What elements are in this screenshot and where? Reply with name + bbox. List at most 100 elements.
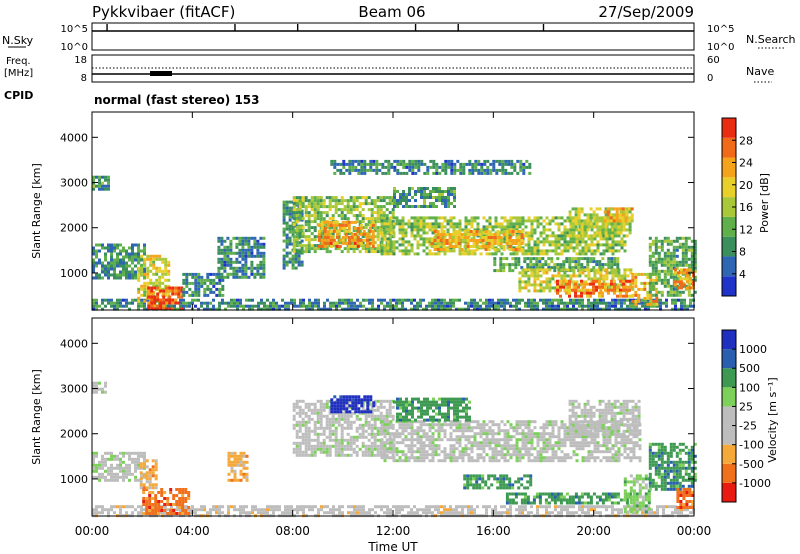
power-cell <box>248 307 251 311</box>
velocity-cell <box>95 463 98 467</box>
power-cell <box>491 301 494 305</box>
velocity-cell <box>128 463 131 467</box>
power-cell <box>134 252 137 256</box>
power-cell <box>432 190 435 193</box>
power-cell <box>485 234 489 238</box>
velocity-cell <box>239 463 243 467</box>
power-cell <box>396 162 400 166</box>
velocity-cell <box>154 483 158 487</box>
power-cell <box>574 216 578 220</box>
power-cell <box>607 282 610 286</box>
power-cell <box>235 242 239 246</box>
power-cell <box>383 234 387 238</box>
power-cell <box>689 301 692 305</box>
power-cell <box>610 222 614 226</box>
power-cell <box>607 266 611 270</box>
power-cell <box>304 235 308 239</box>
velocity-cell <box>134 475 137 479</box>
power-cell <box>426 165 430 169</box>
velocity-heatmap <box>92 381 697 518</box>
velocity-cell <box>245 478 249 482</box>
power-cell <box>347 229 351 233</box>
power-cell <box>223 269 227 273</box>
power-cell <box>399 193 402 196</box>
velocity-cell <box>166 497 170 500</box>
power-cell <box>614 240 618 244</box>
power-cell <box>131 276 134 280</box>
power-cell <box>466 242 470 245</box>
power-cell <box>557 243 561 247</box>
power-cell <box>530 298 533 302</box>
power-cell <box>455 307 458 311</box>
power-cell <box>408 187 411 190</box>
power-cell <box>590 237 594 241</box>
velocity-cell <box>521 508 524 512</box>
power-cell <box>363 168 367 172</box>
power-cell <box>592 285 595 289</box>
power-colorbar-tick-label: 12 <box>739 223 753 236</box>
power-cell <box>162 295 166 299</box>
power-cell <box>110 258 113 262</box>
power-cell <box>329 307 332 311</box>
power-cell <box>548 307 551 311</box>
power-cell <box>453 190 456 193</box>
power-cell <box>569 216 573 220</box>
velocity-cell <box>389 508 392 512</box>
power-cell <box>671 307 674 311</box>
power-cell <box>630 216 634 220</box>
power-cell <box>385 220 389 224</box>
power-cell <box>550 266 554 270</box>
velocity-cell <box>284 508 287 512</box>
power-cell <box>563 271 567 275</box>
power-cell <box>494 219 498 223</box>
power-cell <box>595 216 599 220</box>
power-cell <box>593 252 597 256</box>
power-cell <box>606 207 610 211</box>
power-cell <box>401 298 404 302</box>
power-cell <box>371 298 374 302</box>
power-cell <box>292 214 296 218</box>
power-cell <box>411 162 415 166</box>
power-cell <box>514 239 518 242</box>
power-cell <box>116 301 119 305</box>
power-cell <box>188 272 192 276</box>
power-cell <box>548 298 551 302</box>
power-cell <box>401 216 405 220</box>
power-cell <box>371 229 375 233</box>
power-cell <box>156 292 160 296</box>
power-cell <box>620 301 623 305</box>
power-cell <box>177 289 181 293</box>
power-cell <box>177 295 181 299</box>
power-cell <box>310 205 314 209</box>
power-cell <box>654 257 658 261</box>
power-cell <box>586 263 590 267</box>
velocity-cell <box>113 472 116 476</box>
power-cell <box>678 245 682 249</box>
power-cell <box>352 199 356 203</box>
power-cell <box>648 242 652 246</box>
power-cell <box>445 242 449 245</box>
power-cell <box>687 284 691 288</box>
velocity-cell <box>278 508 281 512</box>
power-cell <box>434 304 437 308</box>
power-cell <box>672 293 676 297</box>
power-cell <box>128 252 131 256</box>
power-cell <box>223 245 227 249</box>
power-cell <box>481 242 485 245</box>
power-cell <box>119 301 122 305</box>
power-cell <box>584 274 588 278</box>
power-cell <box>209 272 213 276</box>
power-cell <box>335 235 339 239</box>
power-cell <box>518 286 522 290</box>
velocity-cell <box>116 454 119 458</box>
velocity-cell <box>647 505 650 509</box>
velocity-cell <box>299 505 302 509</box>
power-cell <box>476 307 479 311</box>
power-cell <box>200 301 203 305</box>
power-cell <box>389 240 393 244</box>
power-cell <box>339 168 343 172</box>
power-cell <box>244 251 248 255</box>
power-cell <box>368 298 371 302</box>
power-cell <box>596 301 599 305</box>
power-cell <box>185 275 189 279</box>
